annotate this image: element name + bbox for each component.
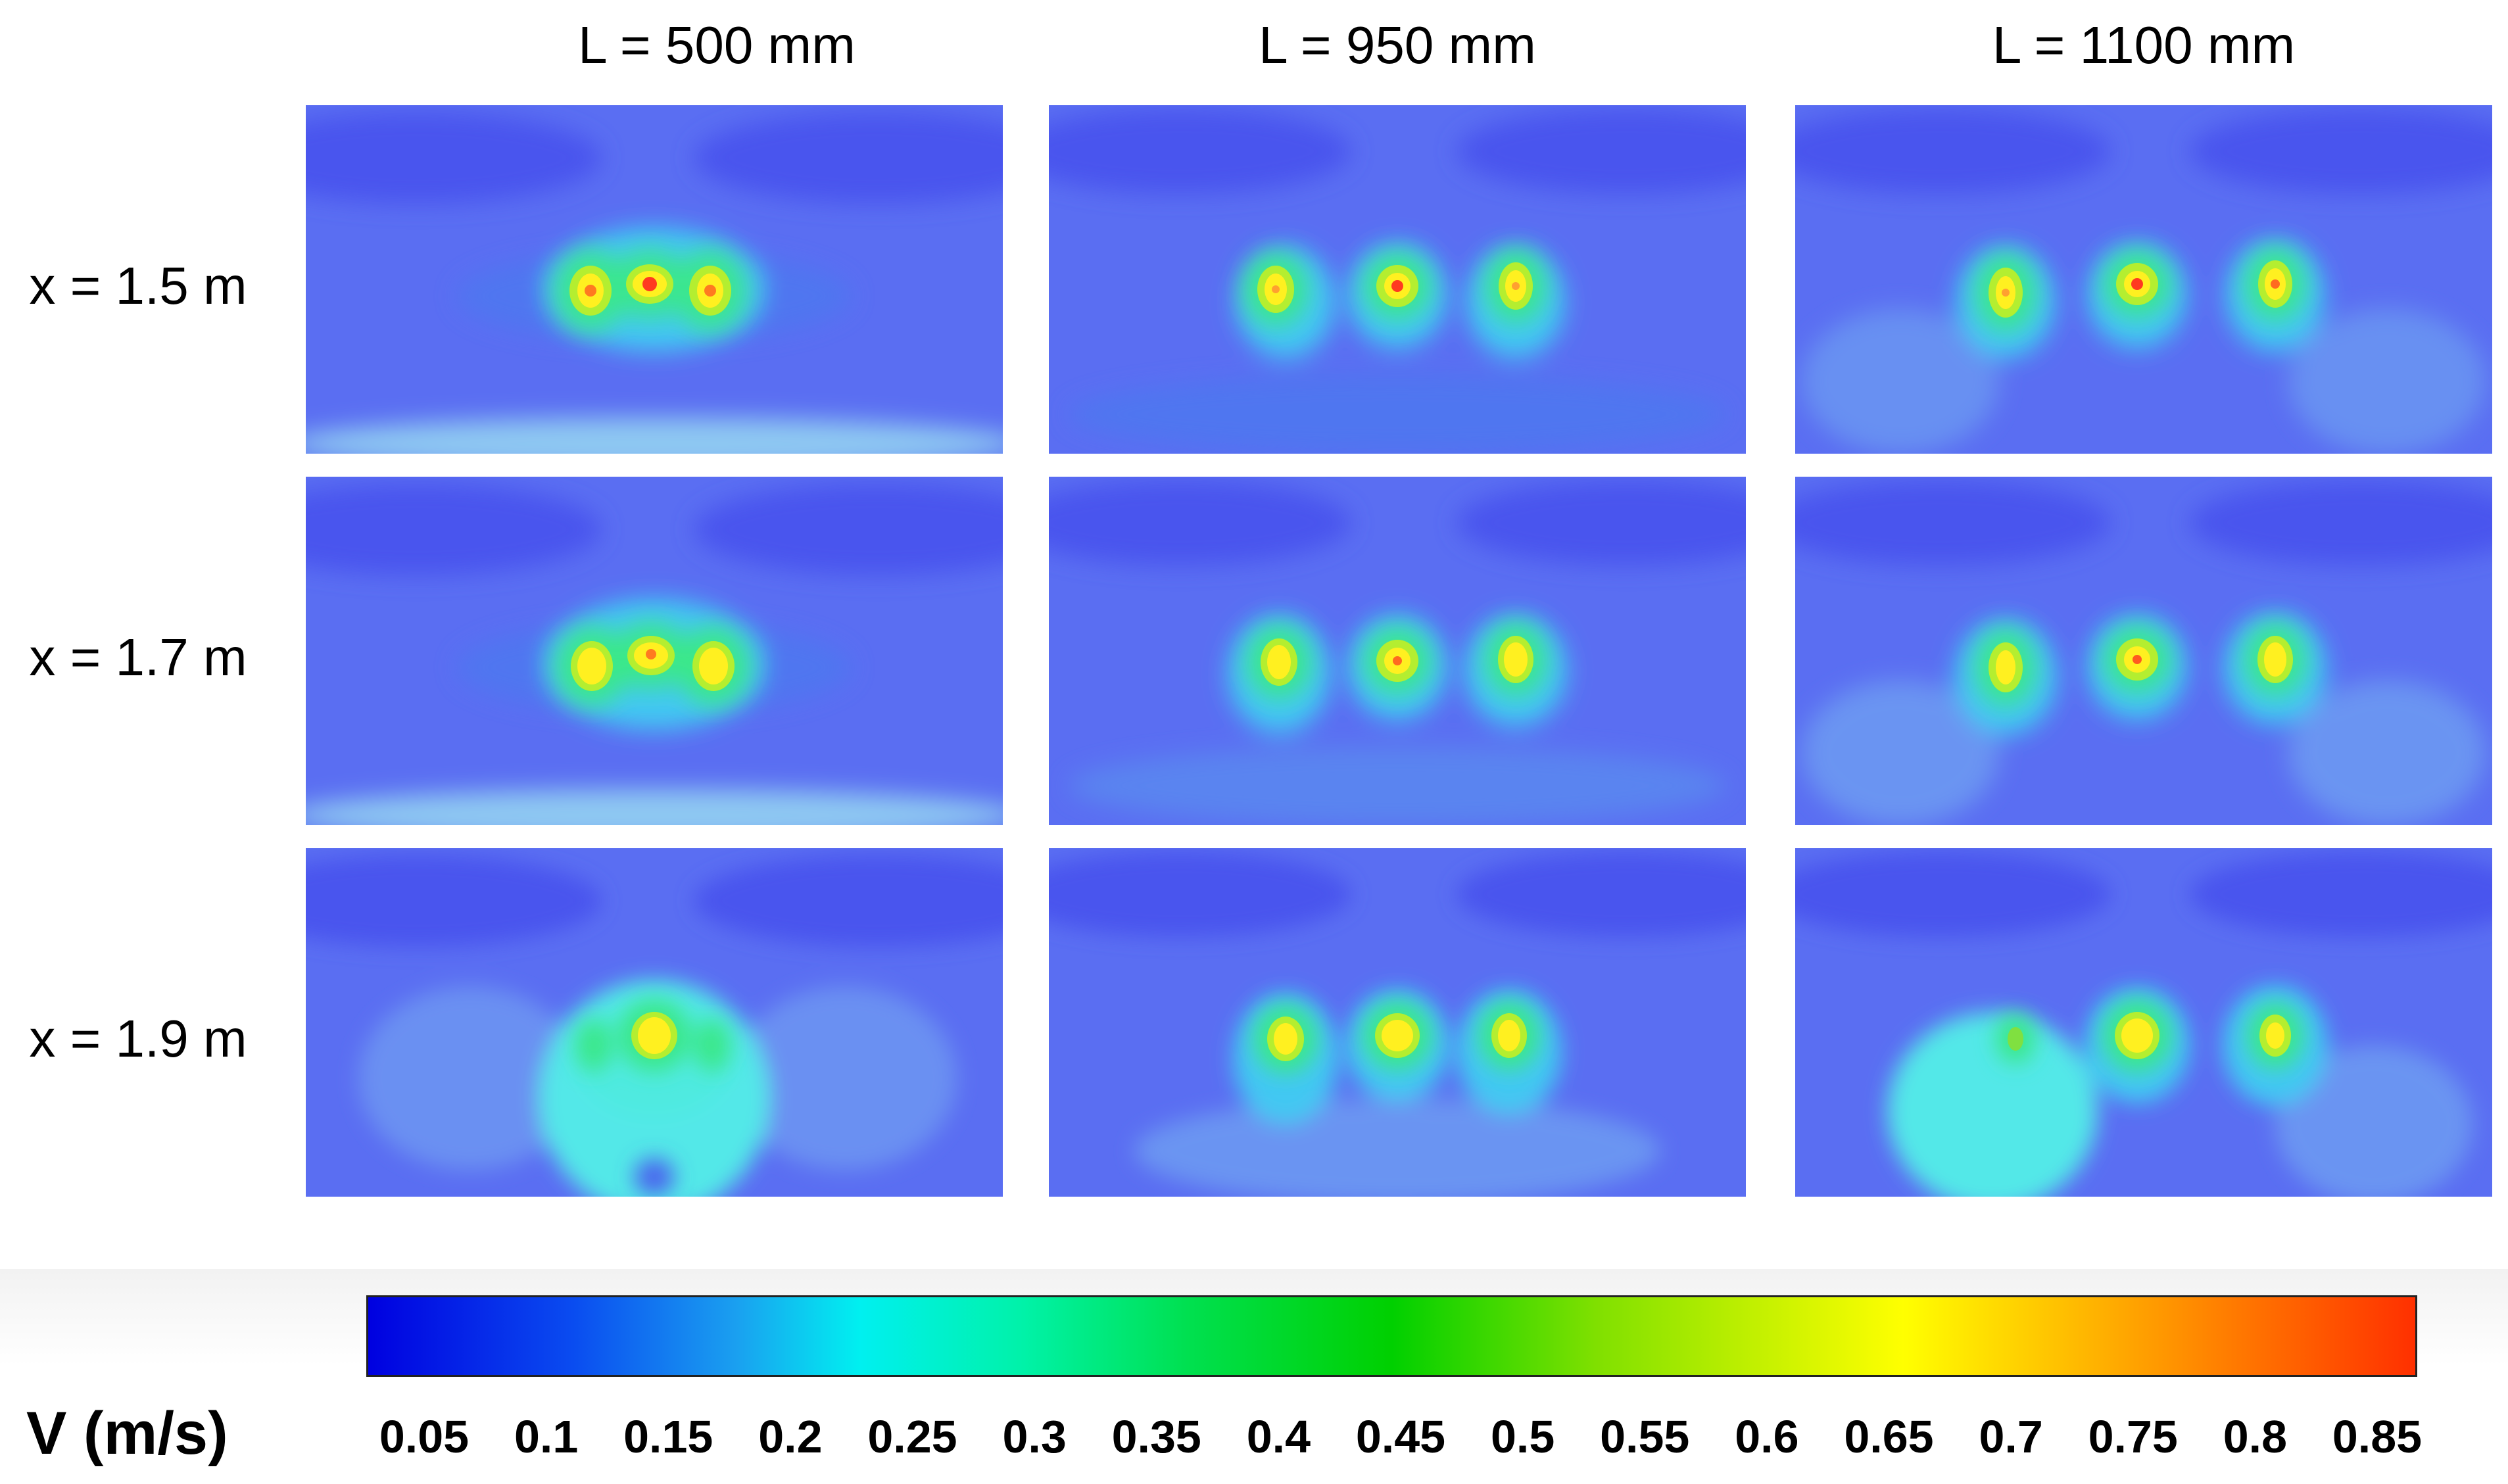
column-label-l500: L = 500 mm [578, 16, 856, 74]
contour-panel-x15-l500 [306, 105, 1003, 454]
velocity-colorbar [366, 1295, 2417, 1377]
colorbar-tick-label: 0.05 [379, 1411, 470, 1462]
contour-panel-x17-l950 [1049, 477, 1746, 825]
contour-panel-x17-l1100 [1795, 477, 2492, 825]
colorbar-tick-label: 0.85 [2332, 1411, 2423, 1462]
contour-panel-x15-l1100 [1795, 105, 2492, 454]
column-label-l1100: L = 1100 mm [1992, 16, 2296, 74]
colorbar-tick-label: 0.7 [1979, 1411, 2043, 1462]
colorbar-tick-label: 0.8 [2223, 1411, 2288, 1462]
row-label-x19: x = 1.9 m [29, 1009, 247, 1068]
colorbar-tick-label: 0.5 [1490, 1411, 1555, 1462]
row-label-x17: x = 1.7 m [29, 628, 247, 686]
colorbar-tick-label: 0.35 [1111, 1411, 1201, 1462]
colorbar-tick-label: 0.75 [2088, 1411, 2178, 1462]
contour-panel-x19-l950 [1049, 848, 1746, 1197]
colorbar-tick-label: 0.45 [1355, 1411, 1446, 1462]
contour-panel-x17-l500 [306, 477, 1003, 825]
column-label-l950: L = 950 mm [1259, 16, 1536, 74]
colorbar-tick-label: 0.4 [1246, 1411, 1311, 1462]
colorbar-tick-label: 0.6 [1735, 1411, 1799, 1462]
contour-panel-x19-l500 [306, 848, 1003, 1197]
contour-panel-x15-l950 [1049, 105, 1746, 454]
colorbar-tick-label: 0.65 [1844, 1411, 1934, 1462]
colorbar-tick-label: 0.1 [514, 1411, 579, 1462]
colorbar-tick-label: 0.3 [1002, 1411, 1067, 1462]
contour-panel-x19-l1100 [1795, 848, 2492, 1197]
row-label-x15: x = 1.5 m [29, 256, 247, 315]
colorbar-tick-label: 0.2 [758, 1411, 823, 1462]
colorbar-title: V (m/s) [26, 1400, 228, 1467]
colorbar-tick-label: 0.55 [1600, 1411, 1690, 1462]
colorbar-tick-label: 0.15 [623, 1411, 713, 1462]
colorbar-tick-label: 0.25 [867, 1411, 957, 1462]
